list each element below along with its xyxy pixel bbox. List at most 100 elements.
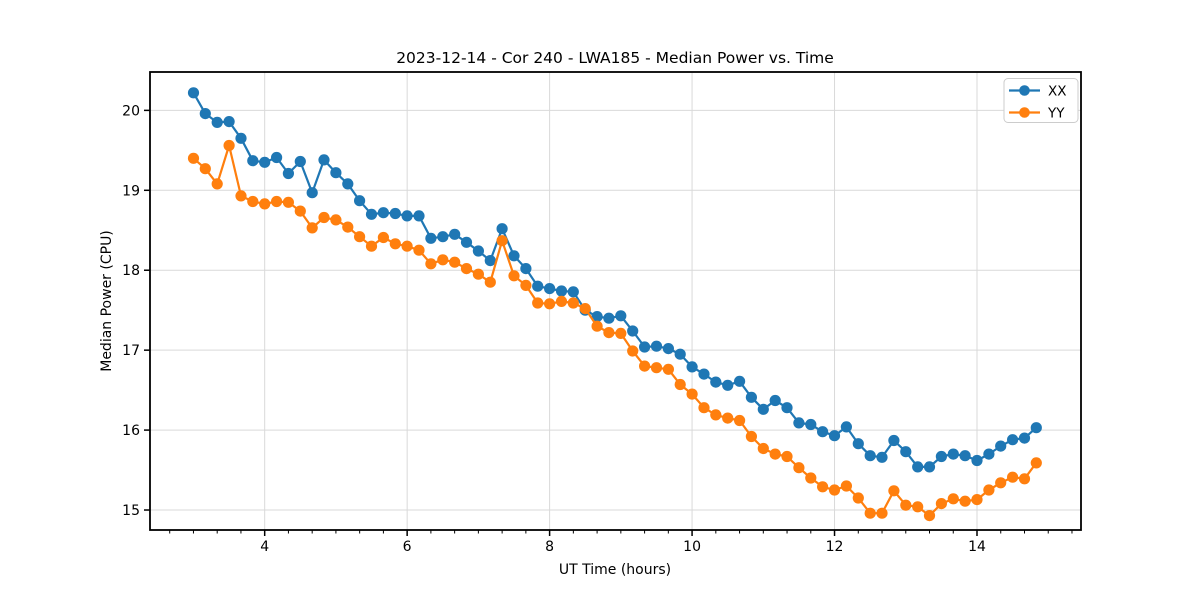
data-point-XX	[437, 231, 449, 243]
data-point-XX	[199, 108, 211, 120]
plot-border	[149, 71, 1082, 531]
data-point-YY	[413, 244, 425, 256]
legend-label-xx: XX	[1048, 84, 1067, 100]
data-point-YY	[662, 363, 675, 375]
data-point-YY	[508, 270, 520, 282]
data-point-XX	[555, 285, 568, 297]
data-point-YY	[745, 430, 758, 443]
data-point-XX	[271, 151, 283, 164]
data-point-YY	[187, 152, 200, 164]
data-point-XX	[686, 361, 698, 373]
data-point-XX	[971, 454, 983, 467]
data-point-YY	[437, 254, 449, 266]
x-tick-label: 4	[260, 539, 269, 555]
data-point-YY	[1007, 471, 1019, 483]
data-point-YY	[247, 195, 259, 208]
data-point-YY	[793, 462, 805, 474]
data-point-YY	[1018, 473, 1031, 485]
axis-ticks: 4 6 8 10 12 14 15 16 17 18 19 20	[122, 103, 1073, 555]
data-point-XX	[698, 368, 710, 380]
data-point-YY	[639, 360, 651, 372]
data-point-YY	[401, 240, 413, 252]
data-point-YY	[199, 163, 211, 175]
data-point-XX	[674, 348, 686, 360]
x-tick-label: 14	[968, 539, 986, 555]
data-point-XX	[876, 451, 888, 463]
data-point-XX	[603, 312, 615, 324]
data-point-YY	[983, 484, 995, 496]
data-point-YY	[567, 297, 579, 309]
data-point-XX	[615, 310, 627, 322]
data-point-XX	[828, 430, 841, 442]
data-point-XX	[662, 343, 675, 355]
x-tick-label: 6	[403, 539, 412, 555]
data-point-YY	[757, 442, 769, 455]
data-point-XX	[805, 418, 817, 431]
data-point-XX	[710, 376, 722, 388]
legend-marker-yy	[1019, 107, 1030, 118]
data-point-YY	[722, 412, 734, 424]
legend: XX YY	[1003, 78, 1079, 123]
data-point-XX	[259, 156, 271, 168]
data-point-XX	[888, 434, 900, 447]
data-point-YY	[888, 485, 900, 497]
data-point-YY	[342, 221, 354, 233]
data-point-YY	[389, 238, 401, 250]
data-point-XX	[401, 210, 413, 222]
data-point-YY	[971, 494, 983, 506]
data-point-XX	[983, 448, 995, 460]
data-point-XX	[282, 167, 294, 180]
data-point-YY	[318, 211, 330, 224]
data-point-YY	[734, 414, 746, 427]
data-point-YY	[555, 295, 568, 307]
data-point-XX	[817, 426, 829, 438]
data-point-XX	[365, 208, 378, 220]
data-point-XX	[211, 116, 223, 128]
data-point-XX	[840, 421, 853, 433]
data-point-XX	[247, 155, 259, 167]
data-point-YY	[235, 190, 247, 202]
data-point-YY	[377, 231, 389, 244]
data-point-XX	[793, 417, 805, 429]
data-point-YY	[840, 480, 853, 492]
data-point-YY	[686, 388, 698, 400]
series-YY	[187, 139, 1042, 522]
data-point-XX	[187, 87, 200, 99]
data-point-XX	[508, 250, 520, 262]
data-point-YY	[306, 222, 318, 234]
y-tick-label: 19	[122, 183, 140, 199]
data-point-XX	[389, 207, 401, 220]
data-point-XX	[567, 286, 579, 298]
data-point-YY	[425, 258, 437, 270]
data-point-YY	[294, 205, 306, 217]
data-point-YY	[1030, 457, 1042, 469]
y-tick-label: 16	[122, 423, 140, 439]
data-point-YY	[995, 477, 1007, 489]
data-point-YY	[532, 297, 544, 309]
data-point-YY	[769, 448, 781, 460]
data-point-XX	[864, 450, 876, 462]
data-point-YY	[900, 499, 912, 511]
data-point-XX	[769, 394, 781, 407]
x-tick-label: 12	[826, 539, 844, 555]
data-point-XX	[745, 391, 758, 403]
data-point-XX	[639, 341, 651, 353]
data-point-YY	[484, 276, 496, 288]
data-point-XX	[544, 283, 556, 295]
data-point-XX	[532, 280, 544, 292]
data-point-XX	[354, 195, 366, 207]
data-point-YY	[271, 195, 283, 208]
data-point-YY	[627, 345, 639, 357]
data-point-YY	[817, 481, 829, 493]
data-point-XX	[757, 403, 769, 415]
data-point-XX	[342, 178, 354, 190]
data-point-XX	[460, 236, 473, 248]
y-tick-label: 17	[122, 343, 140, 359]
data-point-XX	[496, 223, 508, 235]
data-point-XX	[1007, 434, 1019, 446]
data-point-YY	[805, 472, 817, 484]
data-point-YY	[912, 501, 924, 513]
data-point-XX	[223, 116, 235, 128]
data-point-YY	[615, 327, 627, 339]
